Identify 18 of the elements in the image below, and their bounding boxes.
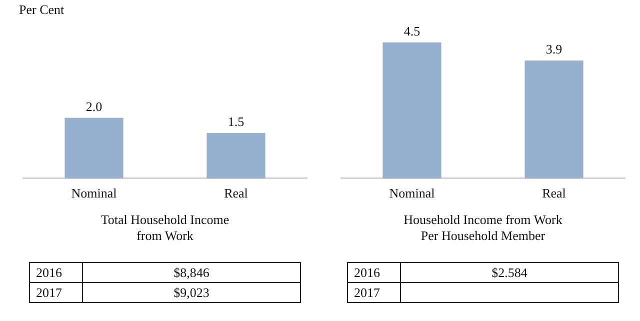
- x-tick-label: Real: [224, 186, 248, 201]
- text: 2017: [348, 282, 400, 302]
- data-label: 4.5: [404, 23, 420, 38]
- text: $8,846: [82, 262, 300, 282]
- x-axis-title: Household Income from Work Per Household Member: [402, 212, 564, 244]
- text: $2.584: [400, 262, 618, 282]
- text: 2016: [348, 262, 400, 282]
- text: 2017: [30, 282, 82, 302]
- data-label: 3.9: [546, 41, 562, 56]
- data-label: 1.5: [228, 114, 244, 129]
- text: 2016: [30, 262, 82, 282]
- x-tick-label: Nominal: [71, 186, 118, 201]
- x-tick-label: Real: [542, 186, 566, 201]
- y-axis-title: Per Cent: [19, 2, 64, 18]
- text: $9,023: [82, 282, 300, 302]
- x-tick-label: Nominal: [389, 186, 436, 201]
- data-label: 2.0: [86, 98, 102, 114]
- x-axis-title: Total Household Income from Work: [100, 212, 230, 244]
